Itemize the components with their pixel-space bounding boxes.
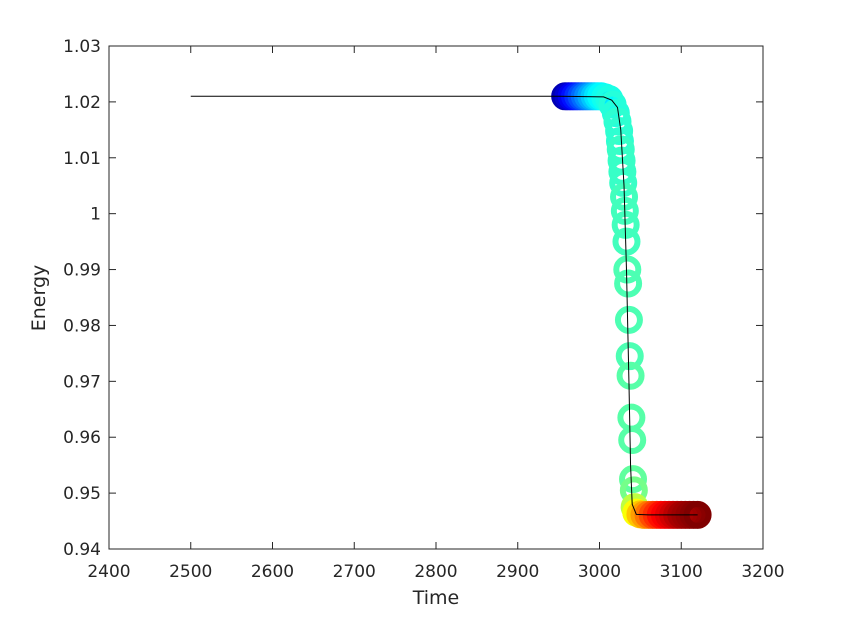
- y-tick-label: 1.01: [63, 149, 101, 169]
- x-tick-label: 2700: [333, 562, 376, 582]
- data-lines: [190, 95, 698, 516]
- data-point: [614, 305, 643, 334]
- y-tick-label: 1.03: [63, 37, 101, 57]
- data-point: [618, 426, 647, 455]
- y-axis-label: Energy: [28, 265, 50, 332]
- x-tick-label: 2500: [169, 562, 212, 582]
- series-line: [190, 95, 698, 516]
- y-tick-label: 0.97: [63, 372, 101, 392]
- y-tick-label: 0.94: [63, 540, 101, 560]
- y-tick-label: 1: [90, 205, 101, 225]
- plot-area: [109, 46, 763, 549]
- x-tick-label: 2800: [414, 562, 457, 582]
- x-tick-label: 3200: [741, 562, 784, 582]
- x-tick-label: 2900: [496, 562, 539, 582]
- data-point: [619, 465, 648, 494]
- x-tick-label: 3100: [660, 562, 703, 582]
- y-tick-label: 0.95: [63, 484, 101, 504]
- y-axis-ticks: 0.94 0.95 0.96 0.97 0.98 0.99 1 1.01 1.02 1.03: [63, 37, 763, 560]
- x-tick-label: 2600: [251, 562, 294, 582]
- data-point: [613, 255, 642, 284]
- x-tick-label: 2400: [87, 562, 130, 582]
- data-point: [616, 361, 645, 390]
- y-tick-label: 1.02: [63, 93, 101, 113]
- y-tick-label: 0.99: [63, 261, 101, 281]
- x-axis-ticks: 2400 2500 2600 2700 2800 2900 3000 3100 3200: [87, 46, 785, 582]
- y-tick-label: 0.98: [63, 316, 101, 336]
- x-axis-label: Time: [412, 587, 460, 609]
- y-tick-label: 0.96: [63, 428, 101, 448]
- data-point: [614, 269, 643, 298]
- x-tick-label: 3000: [578, 562, 621, 582]
